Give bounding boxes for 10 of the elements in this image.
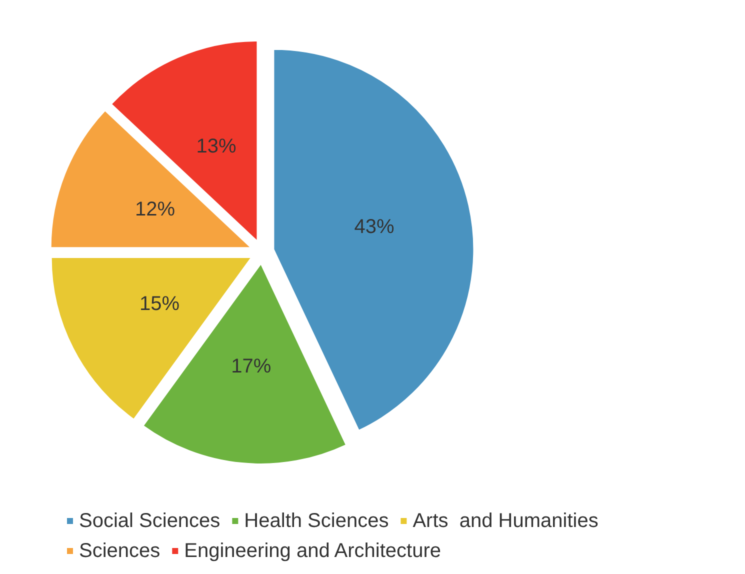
- data-label: 15%: [140, 293, 180, 316]
- legend-label: Health Sciences: [244, 510, 389, 532]
- legend-label: Engineering and Architecture: [184, 540, 441, 562]
- data-label: 43%: [354, 216, 394, 238]
- data-label: 12%: [135, 198, 176, 221]
- legend-label: Arts and Humanities: [412, 510, 598, 532]
- legend-label: Social Sciences: [79, 510, 220, 532]
- data-label: 13%: [196, 135, 237, 158]
- legend-label: Sciences: [79, 540, 160, 562]
- data-label: 17%: [231, 355, 272, 378]
